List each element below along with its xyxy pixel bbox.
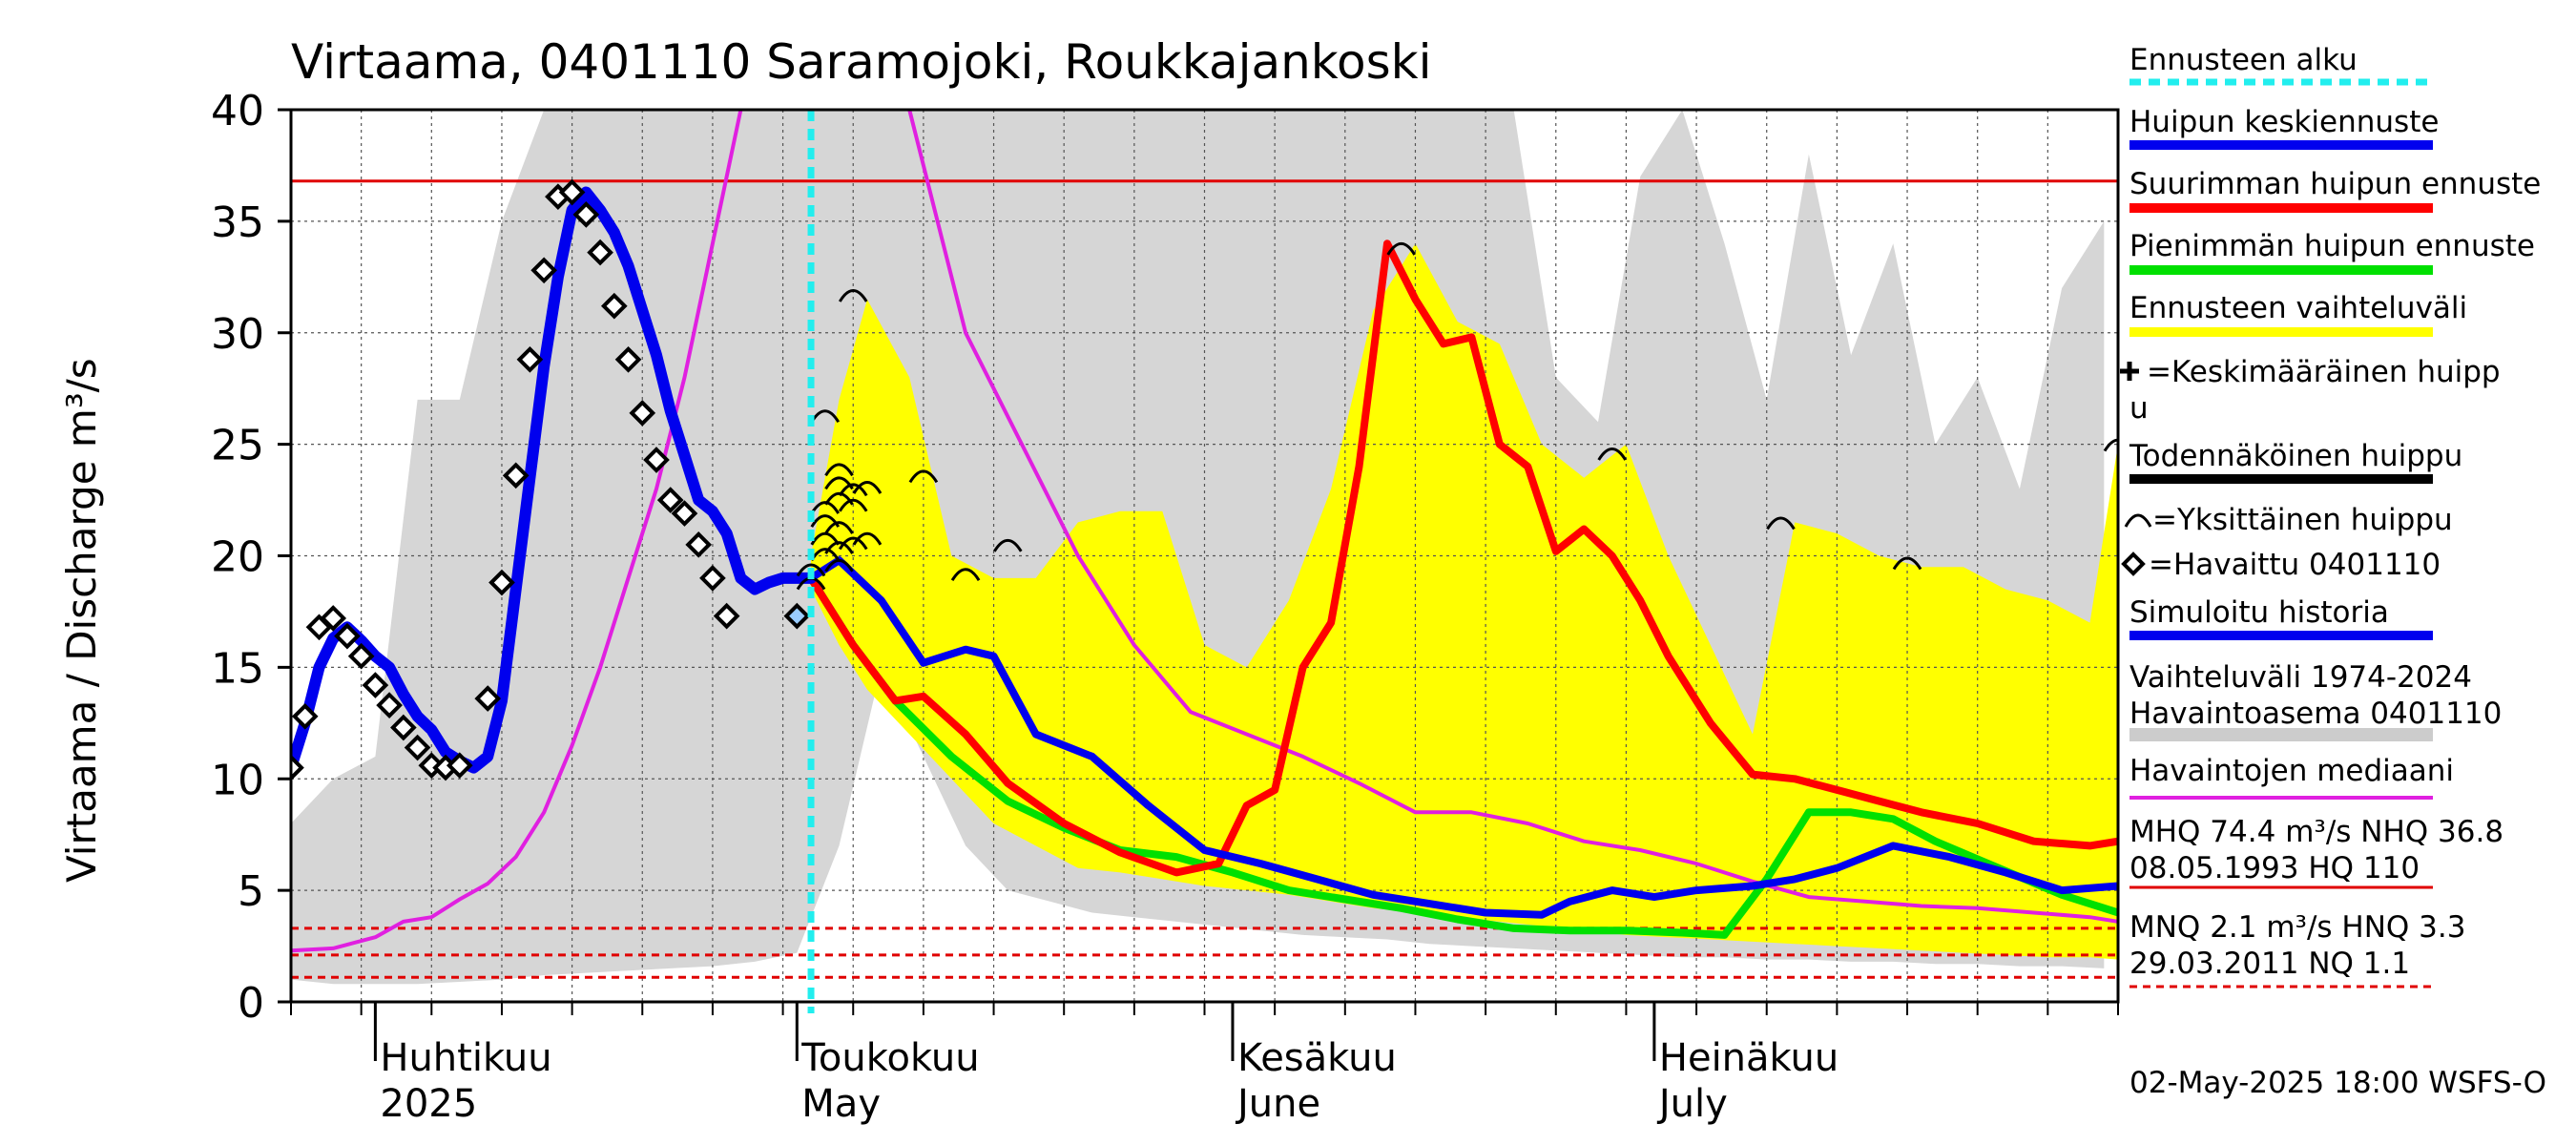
observed-point xyxy=(488,569,515,596)
observed-point xyxy=(390,714,417,741)
observed-point xyxy=(334,622,361,650)
observed-point xyxy=(446,752,473,780)
peak-marker xyxy=(838,483,868,497)
peak-marker xyxy=(1386,241,1417,256)
peak-marker xyxy=(824,541,854,554)
legend-label-cont: u xyxy=(2129,391,2149,426)
observed-point xyxy=(643,447,670,473)
peak-marker xyxy=(1892,556,1922,571)
series-line-simuloitu-historia xyxy=(291,186,817,774)
x-month-label-en: May xyxy=(801,1082,881,1126)
legend-label: =Keskimääräinen huipp xyxy=(2147,355,2501,389)
legend-label: Todennäköinen huippu xyxy=(2129,439,2462,473)
x-month-label-fi: Huhtikuu xyxy=(380,1036,551,1080)
peak-marker xyxy=(992,538,1023,552)
observed-point xyxy=(671,500,698,527)
observed-point xyxy=(685,531,713,558)
y-tick-label: 20 xyxy=(211,533,264,582)
peak-marker xyxy=(1597,448,1627,461)
legend-label: =Yksittäinen huippu xyxy=(2152,503,2453,537)
legend-label: Suurimman huipun ennuste xyxy=(2129,167,2541,201)
observed-point xyxy=(600,292,628,320)
legend-label-cont: Havaintoasema 0401110 xyxy=(2129,697,2502,731)
peak-marker xyxy=(950,568,981,582)
legend-label: Simuloitu historia xyxy=(2129,595,2389,630)
observed-point xyxy=(629,400,656,427)
observed-point xyxy=(783,602,811,630)
stats-line-3: MNQ 2.1 m³/s HNQ 3.3 xyxy=(2129,910,2465,945)
stats-line-4: 29.03.2011 NQ 1.1 xyxy=(2129,947,2410,981)
peak-marker xyxy=(810,501,841,514)
observed-point xyxy=(347,642,375,670)
peak-marker xyxy=(810,531,841,546)
y-tick-label: 30 xyxy=(211,310,264,359)
legend-label: Huipun keskiennuste xyxy=(2129,105,2439,139)
observed-point xyxy=(376,692,403,718)
observed-point xyxy=(713,602,740,630)
series-line-pienimm-n-huipun-ennuste xyxy=(807,573,2118,939)
plot-area: 0510152025303540Huhtikuu2025ToukokuuMayK… xyxy=(211,87,2120,1126)
y-tick-label: 35 xyxy=(211,198,264,247)
legend-symbol-arc xyxy=(2124,513,2152,528)
legend: Ennusteen alku Huipun keskiennuste Suurimm… xyxy=(2120,43,2541,800)
stats-line-2: 08.05.1993 HQ 110 xyxy=(2129,851,2420,885)
y-tick-label: 10 xyxy=(211,756,264,804)
y-axis-label: Virtaama / Discharge m³/s xyxy=(58,358,105,883)
x-month-label-fi: Heinäkuu xyxy=(1659,1036,1839,1080)
x-month-label-fi: Kesäkuu xyxy=(1237,1036,1397,1080)
y-tick-label: 25 xyxy=(211,422,264,470)
observed-point xyxy=(474,685,502,712)
chart-title: Virtaama, 0401110 Saramojoki, Roukkajank… xyxy=(291,34,1431,90)
peak-marker xyxy=(852,531,883,546)
x-month-label-fi: Toukokuu xyxy=(800,1036,979,1080)
peak-marker xyxy=(824,463,854,477)
legend-label: Ennusteen vaihteluväli xyxy=(2129,291,2467,325)
peak-marker xyxy=(838,289,868,302)
legend-symbol-diamond xyxy=(2121,552,2146,576)
y-tick-label: 15 xyxy=(211,644,264,693)
y-tick-label: 5 xyxy=(238,867,264,916)
stats-line-1: MHQ 74.4 m³/s NHQ 36.8 xyxy=(2129,815,2503,849)
peak-marker xyxy=(2103,438,2118,452)
peak-marker xyxy=(796,563,826,577)
observed-point xyxy=(558,178,586,206)
peak-marker xyxy=(824,558,854,572)
observed-point xyxy=(291,702,319,730)
legend-label: Pienimmän huipun ennuste xyxy=(2129,229,2535,263)
series-line-huipun-keskiennuste xyxy=(807,556,2118,919)
footer-timestamp: 02-May-2025 18:00 WSFS-O xyxy=(2129,1066,2546,1100)
peak-marker xyxy=(1766,516,1796,531)
observed-point xyxy=(530,257,557,284)
observed-point xyxy=(699,565,726,592)
observed-point xyxy=(404,734,431,761)
peak-marker xyxy=(824,521,854,534)
peak-marker xyxy=(838,536,868,551)
x-month-label-en: 2025 xyxy=(380,1082,477,1126)
x-month-label-en: June xyxy=(1235,1082,1320,1126)
legend-label: =Havaittu 0401110 xyxy=(2149,548,2441,582)
observed-point xyxy=(572,201,600,228)
observed-point xyxy=(516,345,544,373)
observed-point xyxy=(291,754,304,781)
y-tick-label: 0 xyxy=(238,979,264,1028)
observed-point xyxy=(656,487,684,513)
statistics-box: MHQ 74.4 m³/s NHQ 36.8 08.05.1993 HQ 110… xyxy=(2129,815,2503,989)
series-line-suurimman-huipun-ennuste xyxy=(807,239,2118,877)
observed-point xyxy=(614,345,642,373)
legend-label: Vaihteluväli 1974-2024 xyxy=(2129,660,2472,695)
observed-point xyxy=(587,239,613,266)
observed-point xyxy=(320,605,347,632)
observed-point xyxy=(502,462,530,489)
legend-label: Havaintojen mediaani xyxy=(2129,754,2454,788)
peak-marker xyxy=(838,498,868,512)
legend-label: Ennusteen alku xyxy=(2129,43,2358,77)
observed-point xyxy=(362,672,389,698)
peak-marker xyxy=(908,469,939,484)
peak-marker xyxy=(852,481,883,494)
legend-symbol-plus xyxy=(2120,362,2139,381)
y-tick-label: 40 xyxy=(211,87,264,135)
x-month-label-en: July xyxy=(1656,1082,1728,1126)
